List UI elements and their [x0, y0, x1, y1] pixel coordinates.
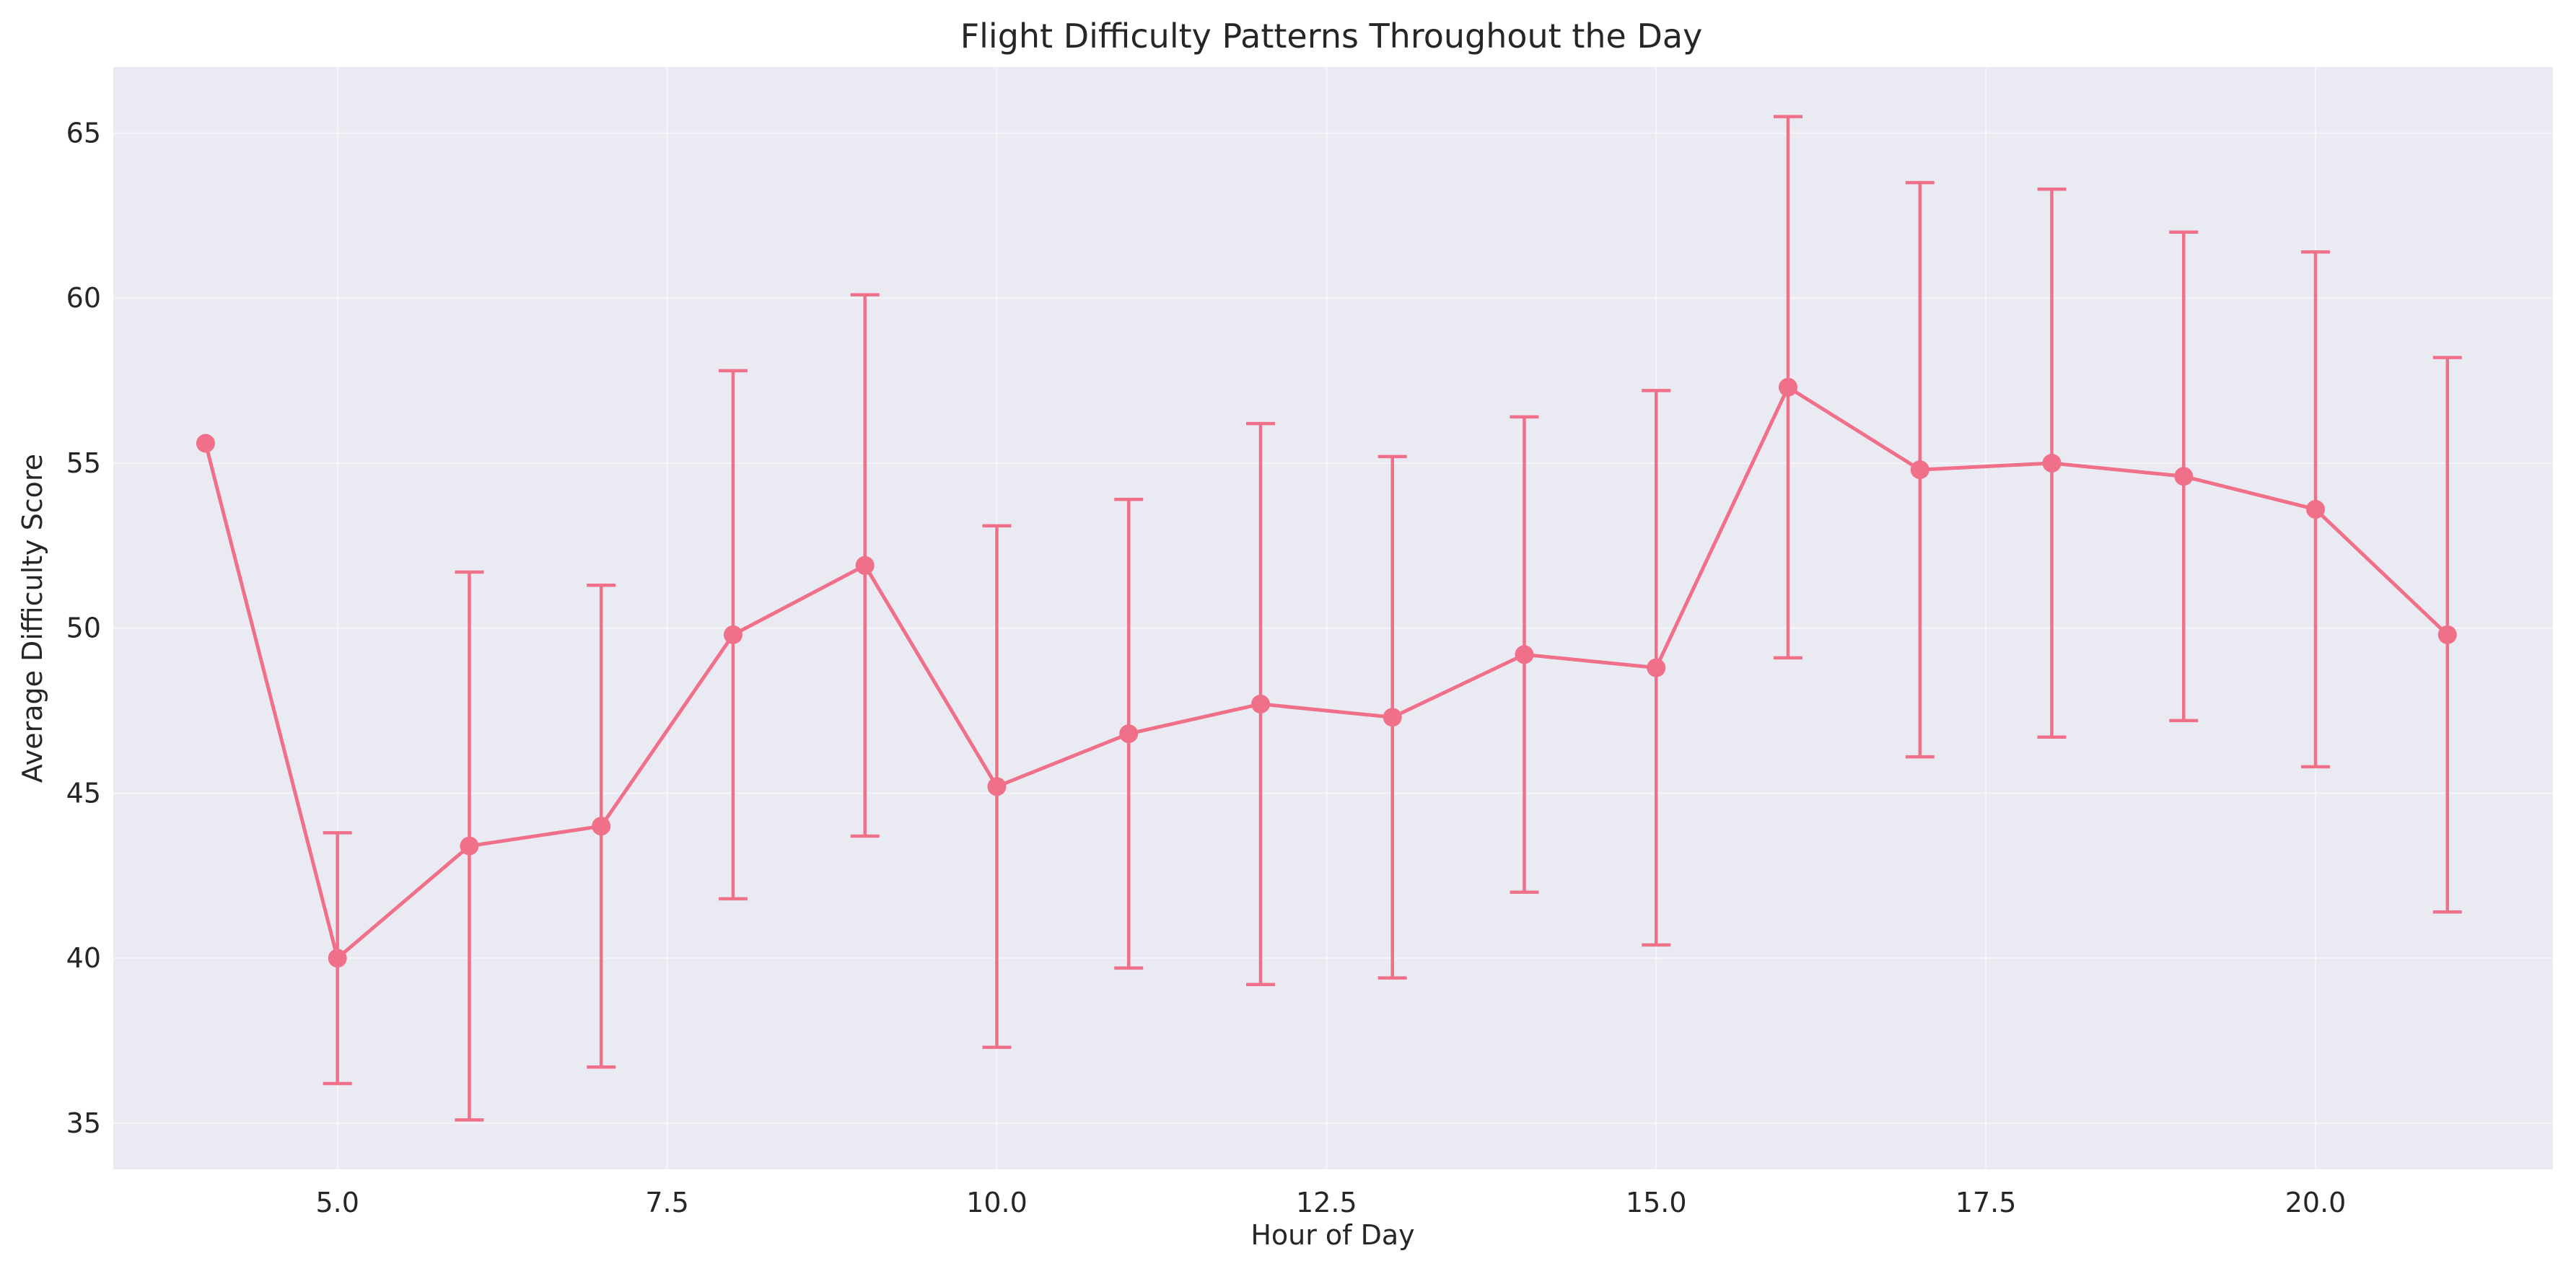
data-point: [2306, 500, 2326, 519]
data-point: [1779, 377, 1798, 397]
y-tick-label: 65: [66, 117, 101, 149]
chart-title: Flight Difficulty Patterns Throughout th…: [960, 17, 1703, 56]
data-points: [196, 377, 2457, 968]
series-line: [203, 385, 2449, 960]
y-tick-label: 55: [66, 447, 101, 479]
x-axis-ticks: 5.0 7.5 10.0 12.5 15.0 17.5 20.0: [315, 1187, 2346, 1218]
plot-area: [113, 67, 2553, 1169]
y-axis-ticks: 35 40 45 50 55 60 65: [66, 117, 101, 1138]
y-tick-label: 45: [66, 777, 101, 809]
data-point: [1119, 724, 1139, 744]
y-tick-label: 40: [66, 942, 101, 974]
y-tick-label: 50: [66, 612, 101, 644]
x-tick-label: 15.0: [1626, 1187, 1687, 1218]
y-tick-label: 60: [66, 282, 101, 314]
x-axis-label: Hour of Day: [1250, 1219, 1414, 1251]
data-point: [2042, 453, 2062, 473]
data-point: [1250, 694, 1270, 713]
data-point: [855, 555, 875, 575]
x-tick-label: 10.0: [966, 1187, 1028, 1218]
data-point: [723, 625, 742, 644]
x-tick-label: 12.5: [1296, 1187, 1357, 1218]
data-point: [592, 817, 611, 836]
data-point: [1383, 708, 1402, 727]
x-tick-label: 20.0: [2285, 1187, 2347, 1218]
data-point: [1515, 645, 1534, 664]
data-point: [196, 434, 215, 453]
data-point: [328, 949, 347, 968]
data-point: [1910, 460, 1929, 480]
x-tick-label: 7.5: [645, 1187, 688, 1218]
data-point: [2174, 467, 2194, 486]
data-point: [2437, 625, 2457, 644]
data-point: [1647, 658, 1666, 677]
data-point: [460, 836, 479, 856]
y-axis-label: Average Difficulty Score: [17, 454, 48, 783]
x-tick-label: 17.5: [1955, 1187, 2017, 1218]
x-tick-label: 5.0: [315, 1187, 359, 1218]
data-point: [987, 777, 1007, 796]
y-tick-label: 35: [66, 1107, 101, 1139]
